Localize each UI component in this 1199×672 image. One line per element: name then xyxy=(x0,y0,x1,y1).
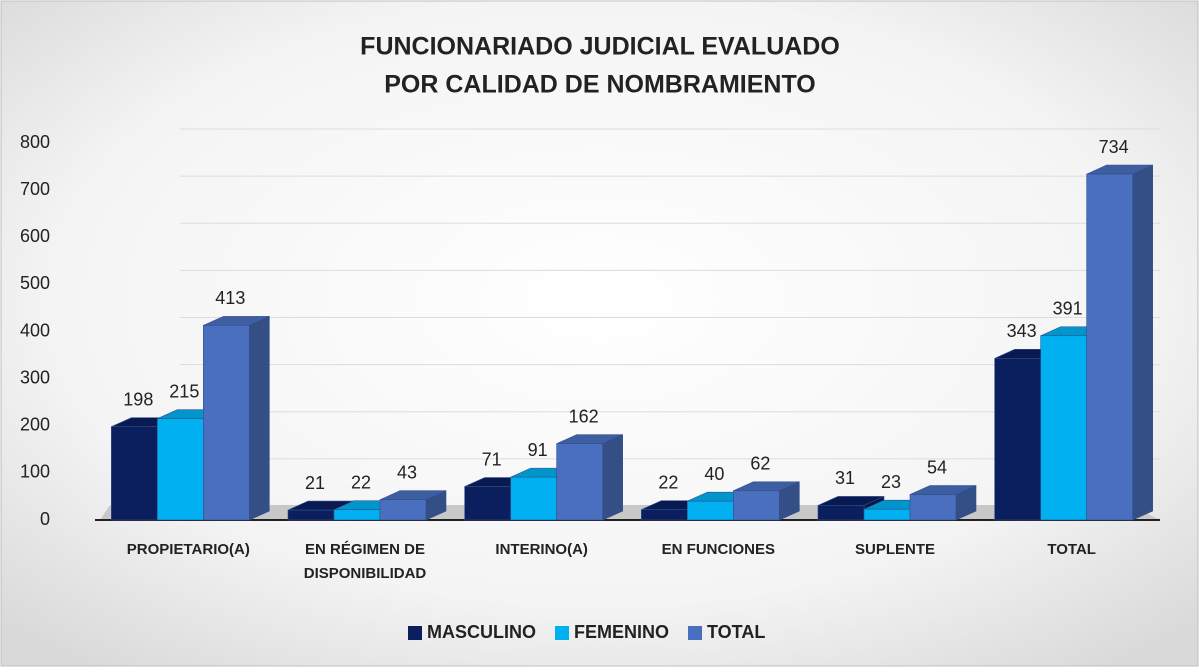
data-label: 162 xyxy=(569,406,599,426)
data-label: 71 xyxy=(482,449,502,469)
legend-label: MASCULINO xyxy=(427,622,536,642)
chart-title: POR CALIDAD DE NOMBRAMIENTO xyxy=(384,71,815,99)
legend-swatch xyxy=(555,626,569,640)
x-tick-label: EN FUNCIONES xyxy=(662,541,775,558)
bar xyxy=(287,509,335,521)
data-label: 91 xyxy=(528,440,548,460)
x-tick-label: SUPLENTE xyxy=(855,541,935,558)
y-tick-label: 200 xyxy=(20,415,50,435)
data-label: 23 xyxy=(881,472,901,492)
bar xyxy=(203,325,250,521)
bar xyxy=(909,494,957,521)
data-label: 40 xyxy=(704,464,724,484)
y-tick-label: 0 xyxy=(40,509,50,529)
data-label: 413 xyxy=(215,288,245,308)
data-label: 21 xyxy=(305,473,325,493)
bar xyxy=(863,508,911,521)
data-label: 43 xyxy=(397,462,417,482)
data-label: 62 xyxy=(750,454,770,474)
data-label: 54 xyxy=(927,457,947,477)
bar xyxy=(111,426,158,521)
data-label: 215 xyxy=(169,381,199,401)
y-tick-label: 700 xyxy=(20,179,50,199)
data-label: 734 xyxy=(1099,137,1129,157)
x-tick-label: TOTAL xyxy=(1047,541,1096,558)
bar xyxy=(1086,173,1133,521)
bar xyxy=(157,418,204,521)
x-tick-label: PROPIETARIO(A) xyxy=(127,541,250,558)
bar xyxy=(687,500,734,521)
data-label: 343 xyxy=(1007,321,1037,341)
legend-swatch xyxy=(408,626,422,640)
bar xyxy=(464,486,511,521)
legend-label: TOTAL xyxy=(707,622,765,642)
y-tick-label: 600 xyxy=(20,226,50,246)
bar xyxy=(510,476,557,521)
bar xyxy=(733,490,780,521)
y-tick-label: 300 xyxy=(20,367,50,387)
bar-side xyxy=(249,315,270,521)
bar-side xyxy=(602,434,623,521)
y-tick-label: 800 xyxy=(20,132,50,152)
data-label: 391 xyxy=(1053,298,1083,318)
y-tick-label: 500 xyxy=(20,273,50,293)
bar xyxy=(641,509,688,521)
bar xyxy=(994,358,1041,521)
bar xyxy=(333,509,381,521)
bar xyxy=(817,505,865,521)
bar xyxy=(1040,335,1087,521)
data-label: 198 xyxy=(123,389,153,409)
chart-title: FUNCIONARIADO JUDICIAL EVALUADO xyxy=(360,33,840,61)
bar xyxy=(379,499,427,521)
y-tick-label: 100 xyxy=(20,462,50,482)
x-tick-label: EN RÉGIMEN DE DISPONIBILIDAD xyxy=(304,541,427,582)
legend-label: FEMENINO xyxy=(574,622,669,642)
data-label: 22 xyxy=(351,472,371,492)
data-label: 31 xyxy=(835,468,855,488)
bar-side xyxy=(1132,164,1153,521)
bar xyxy=(556,443,603,521)
x-tick-label: INTERINO(A) xyxy=(495,541,588,558)
data-label: 22 xyxy=(658,472,678,492)
legend-swatch xyxy=(688,626,703,640)
y-tick-label: 400 xyxy=(20,320,50,340)
